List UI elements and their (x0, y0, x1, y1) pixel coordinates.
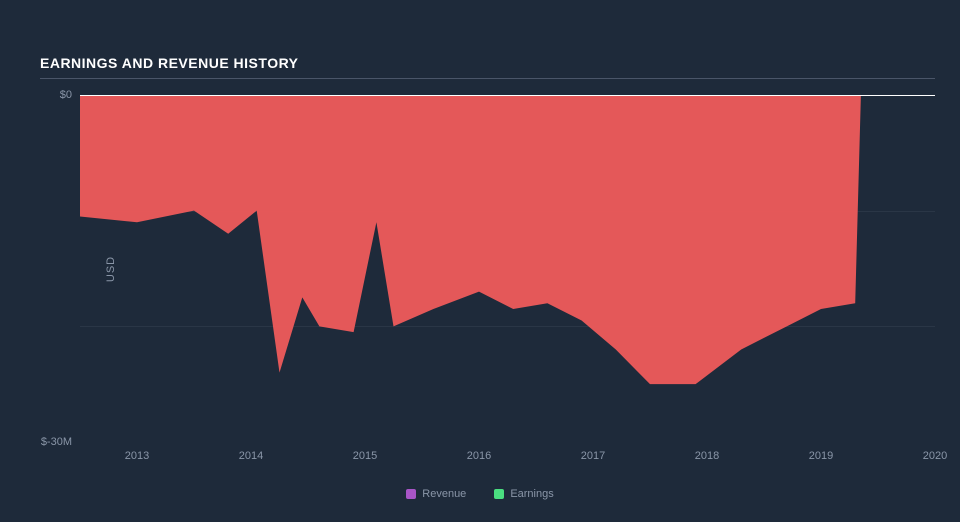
revenue-area (80, 95, 861, 384)
x-tick: 2020 (923, 450, 947, 462)
legend-item-earnings: Earnings (494, 488, 553, 500)
x-tick: 2016 (467, 450, 491, 462)
legend-swatch-revenue (406, 489, 416, 499)
y-tick: $-30M (41, 436, 72, 448)
legend-item-revenue: Revenue (406, 488, 466, 500)
y-axis-label: USD (105, 255, 117, 281)
x-tick: 2014 (239, 450, 263, 462)
legend-swatch-earnings (494, 489, 504, 499)
y-tick: $0 (60, 89, 72, 101)
legend: Revenue Earnings (0, 488, 960, 500)
x-tick: 2013 (125, 450, 149, 462)
x-tick: 2015 (353, 450, 377, 462)
x-tick: 2017 (581, 450, 605, 462)
legend-label: Earnings (510, 488, 553, 500)
area-svg (80, 95, 935, 442)
chart-title: EARNINGS AND REVENUE HISTORY (40, 55, 299, 71)
x-tick: 2018 (695, 450, 719, 462)
x-tick: 2019 (809, 450, 833, 462)
plot-area: $0 $-30M USD 201320142015201620172018201… (80, 95, 935, 442)
zero-baseline (80, 95, 935, 96)
legend-label: Revenue (422, 488, 466, 500)
title-underline (40, 78, 935, 79)
